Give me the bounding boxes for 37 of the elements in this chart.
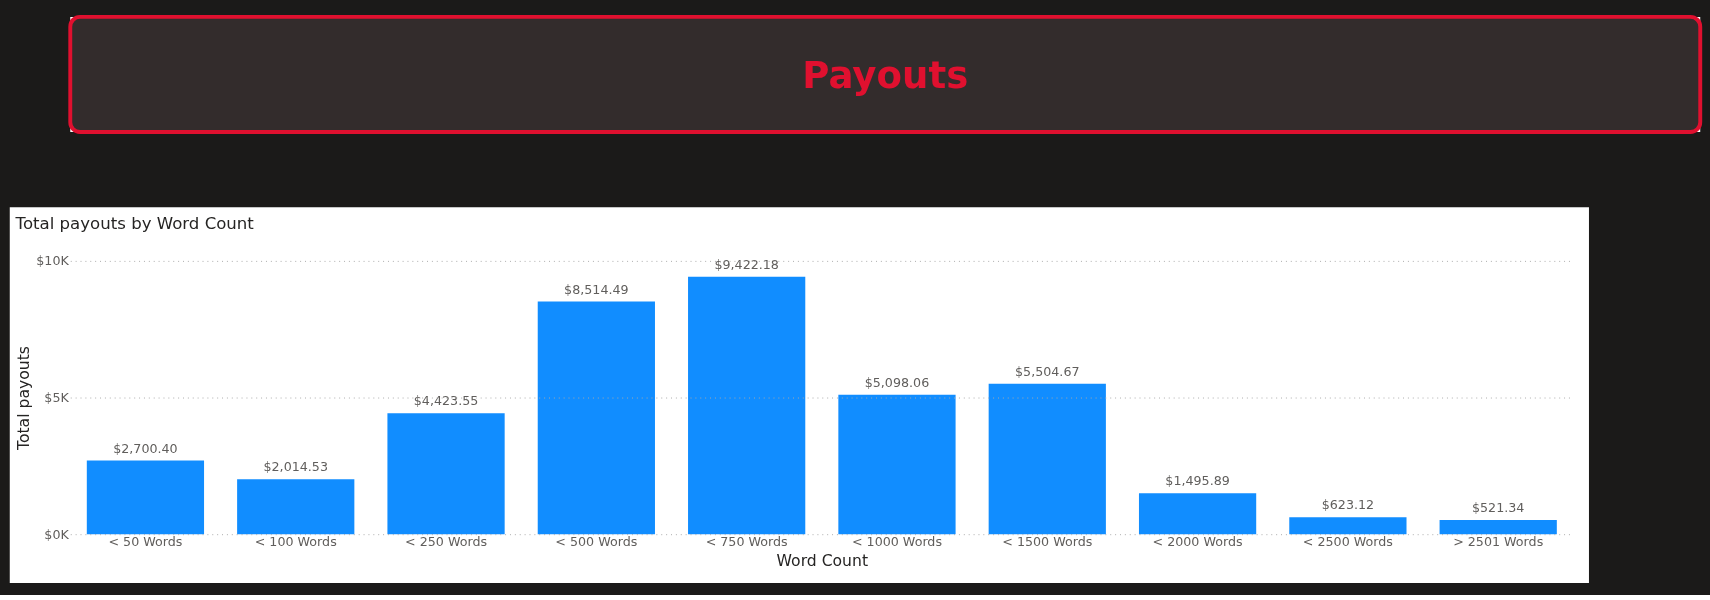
data-label: $2,700.40 <box>113 440 178 456</box>
bar <box>387 413 505 535</box>
data-label: $521.34 <box>1472 500 1525 516</box>
x-tick-label: > 2501 Words <box>1453 534 1544 550</box>
bar <box>1138 493 1257 535</box>
x-tick-label: < 250 Words <box>405 534 488 550</box>
bar <box>537 301 655 535</box>
x-tick-label: < 2000 Words <box>1152 534 1243 550</box>
bar <box>838 394 956 535</box>
bar <box>688 276 806 535</box>
bar <box>86 460 205 535</box>
chart-title: Payouts <box>802 54 969 98</box>
x-tick-label: < 50 Words <box>108 534 183 550</box>
bar <box>988 383 1106 535</box>
x-axis-title: Word Count <box>776 551 869 570</box>
bar <box>1439 519 1557 535</box>
bar <box>237 479 355 535</box>
y-axis-title: Total payouts <box>15 346 34 451</box>
y-tick-label: $0K <box>44 526 70 542</box>
data-label: $623.12 <box>1321 497 1375 513</box>
bar <box>1289 517 1407 535</box>
x-tick-label: < 500 Words <box>555 534 638 550</box>
data-label: $1,495.89 <box>1165 473 1230 489</box>
y-tick-label: $5K <box>44 389 70 405</box>
data-label: $9,422.18 <box>714 256 779 272</box>
data-label: $8,514.49 <box>564 281 629 297</box>
x-tick-label: < 100 Words <box>254 534 337 550</box>
data-label: $5,098.06 <box>864 375 930 391</box>
chart-subtitle: Total payouts by Word Count <box>14 213 255 233</box>
x-tick-label: < 2500 Words <box>1302 534 1393 550</box>
data-label: $4,423.55 <box>413 393 479 409</box>
x-tick-label: < 1500 Words <box>1002 534 1093 550</box>
x-tick-label: < 750 Words <box>705 534 788 550</box>
data-label: $5,504.67 <box>1015 363 1080 379</box>
y-tick-label: $10K <box>36 253 70 269</box>
data-label: $2,014.53 <box>263 459 328 475</box>
x-tick-label: < 1000 Words <box>851 534 943 550</box>
